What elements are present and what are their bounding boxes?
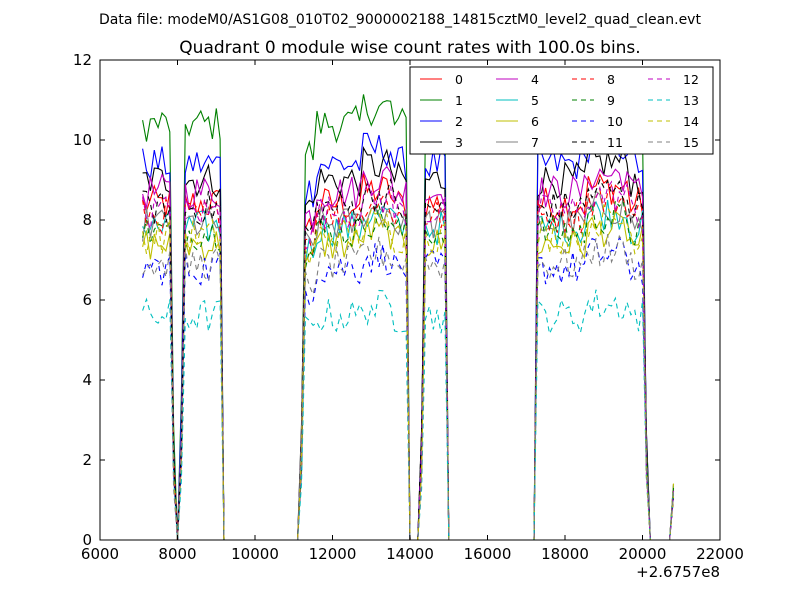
legend-label-4: 4: [531, 72, 539, 87]
x-tick-label: 8000: [158, 545, 196, 563]
x-tick-label: 20000: [619, 545, 667, 563]
series-line-14: [142, 204, 675, 540]
x-tick-label: 16000: [464, 545, 512, 563]
chart-suptitle: Data file: modeM0/AS1G08_010T02_90000021…: [99, 12, 701, 28]
y-tick-label: 12: [73, 51, 92, 69]
y-tick-label: 0: [82, 531, 92, 549]
legend-label-12: 12: [683, 72, 699, 87]
axis-ticks: 6000 8000 10000 12000 14000 16000 18000 20000 22…: [73, 51, 744, 563]
series-layer: [142, 89, 675, 540]
x-tick-label: 12000: [309, 545, 357, 563]
legend-label-10: 10: [607, 114, 623, 129]
y-tick-label: 6: [82, 291, 92, 309]
x-tick-label: 10000: [231, 545, 279, 563]
y-tick-label: 8: [82, 211, 92, 229]
x-tick-label: 22000: [696, 545, 744, 563]
legend-label-7: 7: [531, 135, 539, 150]
y-tick-label: 10: [73, 131, 92, 149]
legend-label-5: 5: [531, 93, 539, 108]
legend-label-1: 1: [455, 93, 463, 108]
legend-label-3: 3: [455, 135, 463, 150]
x-tick-label: 6000: [81, 545, 119, 563]
y-tick-label: 4: [82, 371, 92, 389]
legend-label-2: 2: [455, 114, 463, 129]
legend-label-0: 0: [455, 72, 463, 87]
legend-label-11: 11: [607, 135, 623, 150]
chart-title: Quadrant 0 module wise count rates with …: [179, 38, 640, 58]
x-tick-label: 14000: [386, 545, 434, 563]
legend-box: [409, 66, 714, 155]
series-line-15: [142, 234, 675, 540]
legend-label-13: 13: [683, 93, 699, 108]
x-tick-label: 18000: [541, 545, 589, 563]
legend-label-15: 15: [683, 135, 699, 150]
legend-label-9: 9: [607, 93, 615, 108]
legend-label-14: 14: [683, 114, 699, 129]
y-tick-label: 2: [82, 451, 92, 469]
legend-label-8: 8: [607, 72, 615, 87]
legend-label-6: 6: [531, 114, 539, 129]
x-offset-label: +2.6757e8: [636, 563, 720, 581]
